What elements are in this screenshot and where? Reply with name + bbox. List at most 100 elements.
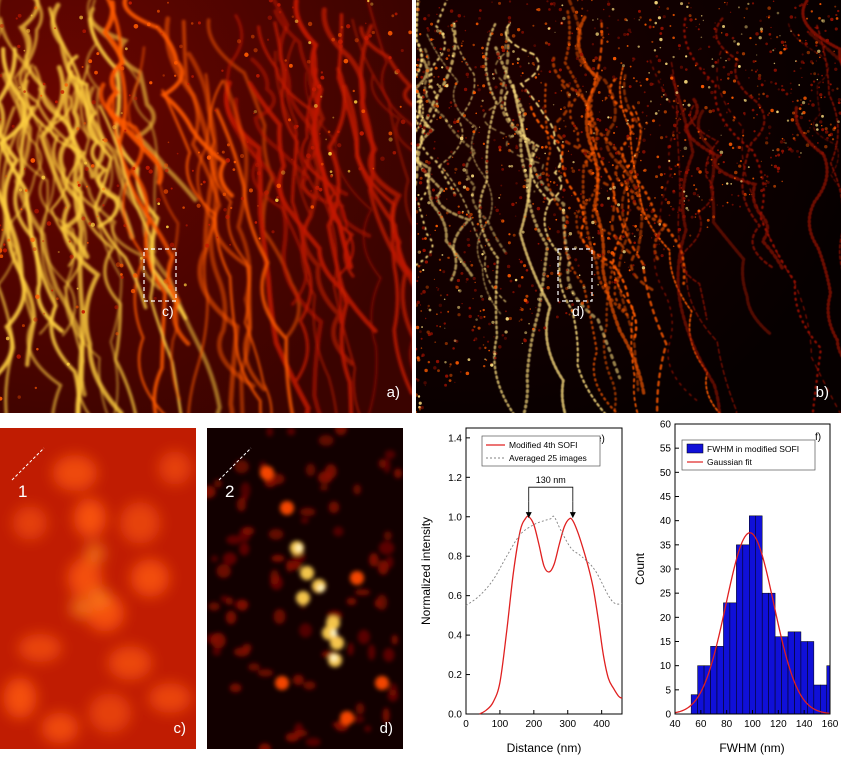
panel-b-sofi-image: b) d)	[416, 0, 841, 413]
y-axis-label: Normalized intensity	[419, 517, 433, 625]
fwhm-histogram-plot: f) 40 60 80 100 120 140 160 0 5 10 15 20 25 30 35 40 45 5…	[633, 420, 839, 756]
y-axis-label: Count	[633, 552, 647, 585]
x-tick-label: 400	[593, 719, 610, 730]
x-tick-label: 200	[525, 719, 542, 730]
blob-layer	[3, 451, 192, 744]
y-tick-label: 0.4	[448, 631, 462, 642]
y-tick-label: 60	[660, 420, 672, 431]
legend-swatch-histogram	[686, 443, 704, 454]
x-tick-label: 60	[695, 719, 707, 730]
x-tick-label: 120	[770, 719, 787, 730]
plot-frame	[674, 423, 831, 715]
panel-a-widefield-image: a) c)	[0, 0, 412, 413]
x-tick-label: 100	[492, 719, 509, 730]
filament-layer	[0, 0, 412, 413]
line-profile-1-label: 1	[18, 482, 28, 501]
histogram-bar	[703, 665, 711, 715]
axis-ticks: 0 100 200 300 400 0.0 0.2 0.4 0.6 0.8 1.0 1.2 1.4	[448, 433, 610, 730]
roi-c-box	[143, 248, 177, 302]
x-tick-label: 40	[669, 719, 681, 730]
line-profile-1	[11, 447, 45, 481]
panel-d-label: d)	[379, 720, 393, 737]
y-tick-label: 0.6	[448, 591, 462, 602]
histogram-bar	[794, 631, 802, 715]
y-tick-label: 55	[660, 444, 672, 455]
y-tick-label: 0	[665, 710, 671, 721]
x-tick-label: 100	[744, 719, 761, 730]
histogram-bar	[807, 641, 815, 715]
histogram-bar	[768, 592, 776, 715]
x-tick-label: 140	[796, 719, 813, 730]
y-tick-label: 20	[660, 613, 672, 624]
legend-box	[481, 435, 601, 467]
histogram-bar	[820, 684, 828, 715]
legend-label-averaged: Averaged 25 images	[509, 453, 587, 463]
panel-b-label: b)	[815, 384, 829, 401]
annotation-arrowhead-right	[569, 512, 576, 519]
histogram-bar	[729, 602, 737, 715]
panel-e-label: e)	[596, 434, 605, 445]
y-tick-label: 0.0	[448, 710, 462, 721]
histogram-bar	[697, 665, 705, 715]
roi-d-box	[557, 248, 593, 302]
sofi-microtubule-image	[416, 0, 841, 413]
annotation-bracket	[528, 486, 574, 502]
widefield-zoom-image	[0, 428, 196, 749]
line-profile-plot: e) 0 100 200 300 400 0.0 0.2 0.4 0.6 0.8 1.0 1.2 1.4…	[419, 427, 623, 755]
x-tick-label: 0	[463, 719, 469, 730]
legend: FWHM in modified SOFI Gaussian fit	[681, 439, 816, 471]
roi-c-label: c)	[162, 303, 174, 319]
histogram-bar	[761, 592, 769, 715]
series-modified-4th-sofi	[479, 515, 623, 715]
y-tick-label: 1.0	[448, 512, 462, 523]
legend-label-sofi: Modified 4th SOFI	[509, 440, 578, 450]
annotation-130nm: 130 nm	[536, 475, 566, 485]
histogram-bar	[781, 636, 789, 715]
roi-d-label: d)	[572, 303, 585, 319]
x-tick-label: 300	[559, 719, 576, 730]
y-tick-label: 50	[660, 468, 672, 479]
legend-label-histogram: FWHM in modified SOFI	[707, 444, 799, 454]
plot-series	[465, 486, 623, 715]
y-tick-label: 1.2	[448, 473, 462, 484]
panel-c-label: c)	[173, 720, 187, 737]
line-profile-2	[218, 447, 252, 481]
widefield-microtubule-image	[0, 0, 412, 413]
y-tick-label: 0.2	[448, 670, 462, 681]
y-tick-label: 30	[660, 565, 672, 576]
x-axis-label: FWHM (nm)	[719, 741, 784, 755]
histogram-bars	[674, 515, 831, 715]
y-tick-label: 0.8	[448, 552, 462, 563]
x-tick-label: 80	[721, 719, 733, 730]
legend: Modified 4th SOFI Averaged 25 images	[481, 435, 601, 467]
legend-label-gaussian: Gaussian fit	[707, 457, 753, 467]
panel-f-label: f)	[815, 432, 821, 443]
sofi-zoom-image	[207, 428, 403, 749]
panel-e-line-profile-chart: e) 0 100 200 300 400 0.0 0.2 0.4 0.6 0.8 1.0 1.2 1.4…	[410, 418, 630, 758]
histogram-bar	[716, 646, 724, 715]
histogram-bar	[774, 636, 782, 715]
histogram-bar	[742, 544, 750, 715]
panel-c-widefield-zoom: c) 1	[0, 428, 196, 749]
panel-d-sofi-zoom: d) 2	[207, 428, 403, 749]
panel-a-label: a)	[386, 384, 400, 401]
x-tick-label: 160	[822, 719, 839, 730]
annotation-arrowhead-left	[525, 512, 532, 519]
line-profile-2-label: 2	[225, 482, 235, 501]
y-tick-label: 40	[660, 516, 672, 527]
panel-f-fwhm-histogram: f) 40 60 80 100 120 140 160 0 5 10 15 20 25 30 35 40 45 5…	[630, 418, 841, 758]
y-tick-label: 5	[665, 685, 671, 696]
x-axis-label: Distance (nm)	[507, 741, 582, 755]
y-tick-label: 1.4	[448, 433, 462, 444]
filament-layer	[416, 0, 841, 413]
blob-layer	[207, 428, 403, 749]
speckle-layer	[0, 0, 412, 401]
y-tick-label: 10	[660, 661, 672, 672]
histogram-bar	[736, 544, 744, 715]
y-tick-label: 15	[660, 637, 672, 648]
histogram-bar	[723, 602, 731, 715]
legend-box	[681, 439, 816, 471]
y-tick-label: 25	[660, 589, 672, 600]
gaussian-fit-curve	[674, 532, 831, 714]
series-averaged-25-images	[465, 515, 623, 606]
